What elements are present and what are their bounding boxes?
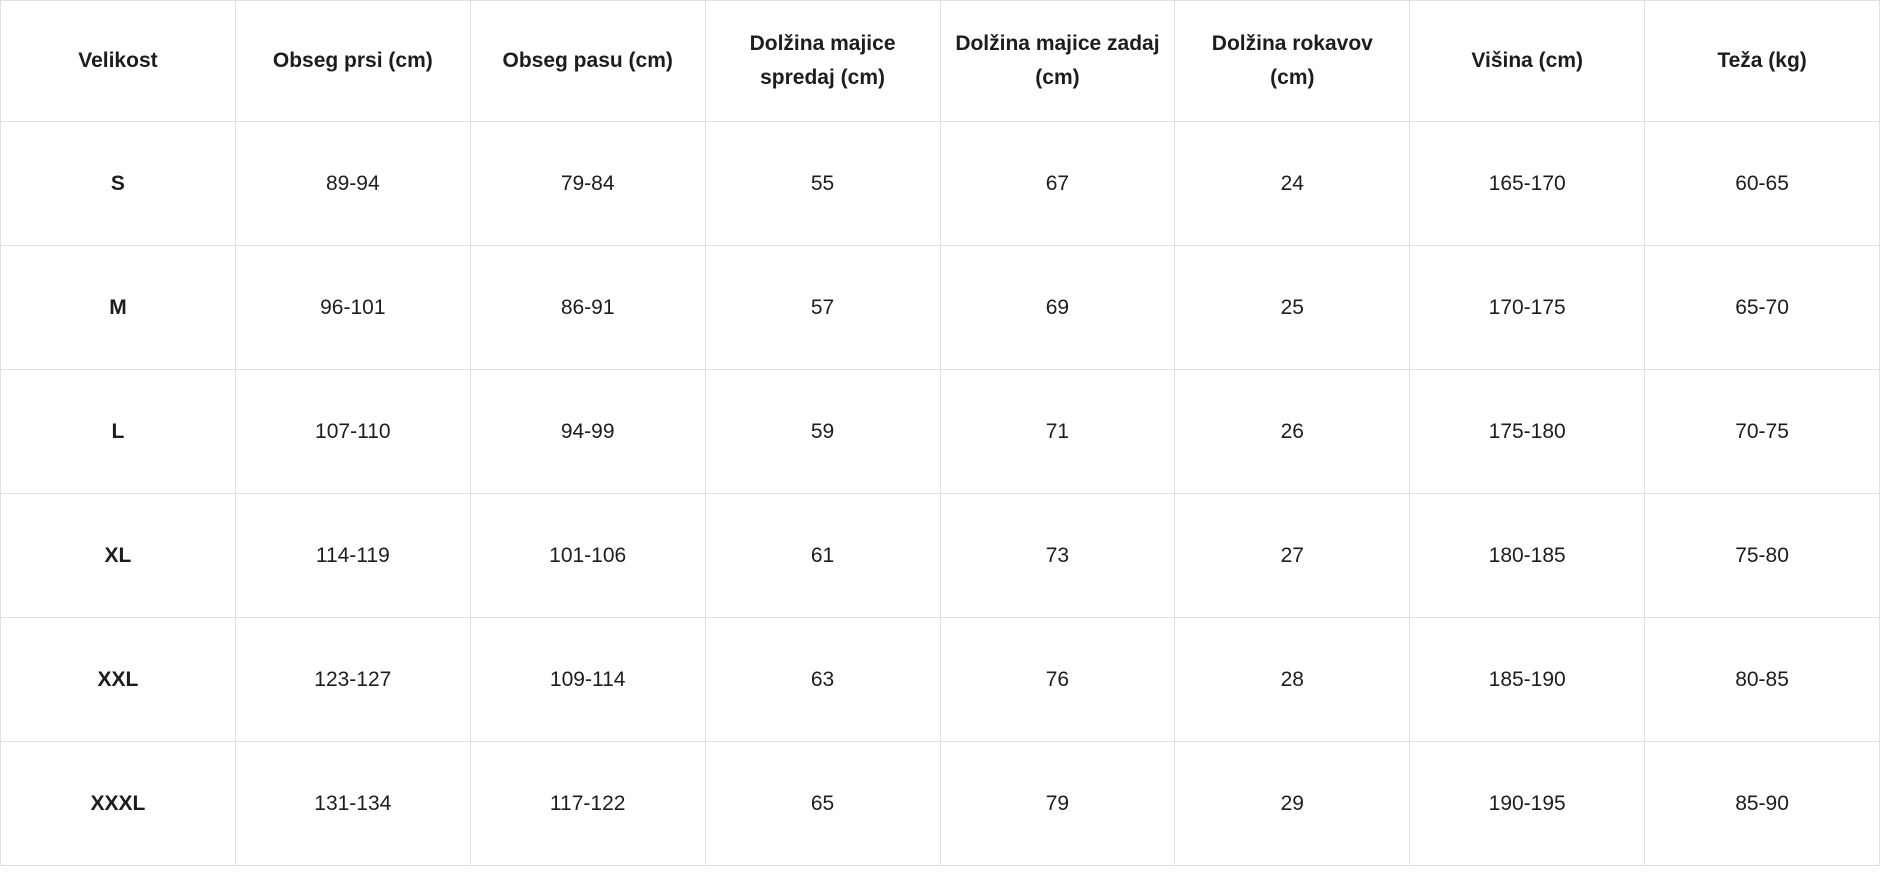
table-cell: 76 bbox=[939, 617, 1176, 742]
table-cell: 65 bbox=[704, 741, 941, 866]
table-cell: 89-94 bbox=[234, 121, 471, 246]
table-cell: 24 bbox=[1174, 121, 1411, 246]
column-header: Obseg prsi (cm) bbox=[234, 0, 471, 122]
table-cell: 165-170 bbox=[1409, 121, 1646, 246]
table-cell: 170-175 bbox=[1409, 245, 1646, 370]
table-cell: 114-119 bbox=[234, 493, 471, 618]
size-label: XXXL bbox=[0, 741, 236, 866]
table-row-s: S 89-94 79-84 55 67 24 165-170 60-65 bbox=[0, 121, 1880, 246]
table-cell: 75-80 bbox=[1644, 493, 1880, 618]
table-row-xxl: XXL 123-127 109-114 63 76 28 185-190 80-85 bbox=[0, 617, 1880, 742]
table-cell: 123-127 bbox=[234, 617, 471, 742]
table-row-m: M 96-101 86-91 57 69 25 170-175 65-70 bbox=[0, 245, 1880, 370]
table-cell: 25 bbox=[1174, 245, 1411, 370]
column-header: Dolžina majice spredaj (cm) bbox=[704, 0, 941, 122]
table-cell: 107-110 bbox=[234, 369, 471, 494]
table-cell: 61 bbox=[704, 493, 941, 618]
size-chart-header: Velikost Obseg prsi (cm) Obseg pasu (cm) Do… bbox=[0, 0, 1880, 122]
table-cell: 27 bbox=[1174, 493, 1411, 618]
table-cell: 69 bbox=[939, 245, 1176, 370]
table-cell: 67 bbox=[939, 121, 1176, 246]
table-cell: 59 bbox=[704, 369, 941, 494]
table-row-xl: XL 114-119 101-106 61 73 27 180-185 75-80 bbox=[0, 493, 1880, 618]
size-label: M bbox=[0, 245, 236, 370]
table-cell: 79-84 bbox=[469, 121, 706, 246]
table-cell: 70-75 bbox=[1644, 369, 1880, 494]
table-row-l: L 107-110 94-99 59 71 26 175-180 70-75 bbox=[0, 369, 1880, 494]
table-cell: 63 bbox=[704, 617, 941, 742]
table-cell: 190-195 bbox=[1409, 741, 1646, 866]
table-row-xxxl: XXXL 131-134 117-122 65 79 29 190-195 85-90 bbox=[0, 741, 1880, 866]
table-cell: 180-185 bbox=[1409, 493, 1646, 618]
table-cell: 55 bbox=[704, 121, 941, 246]
table-cell: 86-91 bbox=[469, 245, 706, 370]
column-header: Obseg pasu (cm) bbox=[469, 0, 706, 122]
size-label: XXL bbox=[0, 617, 236, 742]
table-cell: 185-190 bbox=[1409, 617, 1646, 742]
table-cell: 101-106 bbox=[469, 493, 706, 618]
size-label: S bbox=[0, 121, 236, 246]
table-cell: 60-65 bbox=[1644, 121, 1880, 246]
column-header: Velikost bbox=[0, 0, 236, 122]
table-cell: 94-99 bbox=[469, 369, 706, 494]
table-cell: 117-122 bbox=[469, 741, 706, 866]
table-cell: 57 bbox=[704, 245, 941, 370]
table-cell: 65-70 bbox=[1644, 245, 1880, 370]
table-cell: 175-180 bbox=[1409, 369, 1646, 494]
column-header: Dolžina majice zadaj (cm) bbox=[939, 0, 1176, 122]
size-label: L bbox=[0, 369, 236, 494]
table-cell: 73 bbox=[939, 493, 1176, 618]
column-header: Višina (cm) bbox=[1409, 0, 1646, 122]
table-cell: 79 bbox=[939, 741, 1176, 866]
table-cell: 85-90 bbox=[1644, 741, 1880, 866]
header-row: Velikost Obseg prsi (cm) Obseg pasu (cm) Do… bbox=[0, 0, 1880, 122]
table-cell: 109-114 bbox=[469, 617, 706, 742]
table-cell: 29 bbox=[1174, 741, 1411, 866]
column-header: Dolžina rokavov (cm) bbox=[1174, 0, 1411, 122]
table-cell: 80-85 bbox=[1644, 617, 1880, 742]
table-cell: 26 bbox=[1174, 369, 1411, 494]
table-cell: 28 bbox=[1174, 617, 1411, 742]
table-cell: 96-101 bbox=[234, 245, 471, 370]
table-cell: 71 bbox=[939, 369, 1176, 494]
size-label: XL bbox=[0, 493, 236, 618]
column-header: Teža (kg) bbox=[1644, 0, 1880, 122]
table-cell: 131-134 bbox=[234, 741, 471, 866]
size-chart-body: S 89-94 79-84 55 67 24 165-170 60-65 M 96-101 86-9… bbox=[0, 121, 1880, 866]
